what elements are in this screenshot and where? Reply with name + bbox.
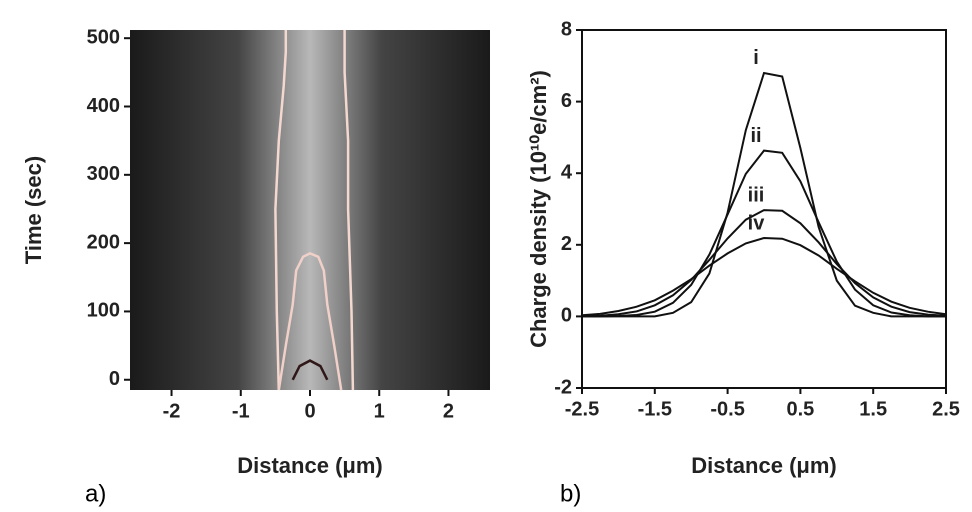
- x-tick-label: -2.5: [565, 398, 599, 420]
- plot-frame: [581, 29, 947, 389]
- y-tick-label: -2: [554, 376, 572, 398]
- x-axis-label: Distance (μm): [691, 453, 837, 478]
- series-label: iii: [748, 184, 765, 206]
- x-tick-label: 0: [304, 400, 315, 422]
- y-tick-label: 6: [561, 90, 572, 112]
- panel-label: b): [560, 480, 581, 507]
- x-tick-label: -1: [232, 400, 250, 422]
- x-tick-label: -1.5: [638, 398, 672, 420]
- x-tick-label: 1: [374, 400, 385, 422]
- series-label: ii: [750, 125, 761, 147]
- x-tick-label: 1.5: [859, 398, 887, 420]
- x-axis-label: Distance (μm): [237, 453, 383, 478]
- x-tick-label: 2.5: [932, 398, 960, 420]
- x-tick-label: 2: [443, 400, 454, 422]
- panel-label: a): [85, 480, 106, 507]
- series-line: [582, 149, 946, 318]
- y-tick-label: 200: [87, 231, 120, 253]
- contour-line: [291, 359, 329, 381]
- y-tick-label: 0: [561, 305, 572, 327]
- y-tick-label: 100: [87, 300, 120, 322]
- series-line: [582, 71, 946, 318]
- y-axis-label: Charge density (10¹⁰e/cm²): [526, 70, 551, 348]
- series-label: i: [753, 47, 759, 69]
- y-tick-label: 400: [87, 95, 120, 117]
- series-line: [581, 209, 947, 317]
- x-tick-label: -2: [163, 400, 181, 422]
- y-tick-label: 4: [561, 161, 573, 183]
- y-tick-label: 500: [87, 26, 120, 48]
- y-axis-label: Time (sec): [21, 156, 46, 264]
- heatmap-background: [130, 30, 490, 390]
- y-tick-label: 8: [561, 18, 572, 40]
- x-tick-label: 0.5: [786, 398, 814, 420]
- y-tick-label: 300: [87, 163, 120, 185]
- series-line: [581, 236, 947, 317]
- series-label: iv: [748, 212, 766, 234]
- contour-line: [343, 30, 355, 391]
- x-tick-label: -0.5: [710, 398, 744, 420]
- y-tick-label: 0: [109, 368, 120, 390]
- contour-line: [277, 252, 343, 391]
- y-tick-label: 2: [561, 233, 572, 255]
- contour-line: [274, 30, 288, 391]
